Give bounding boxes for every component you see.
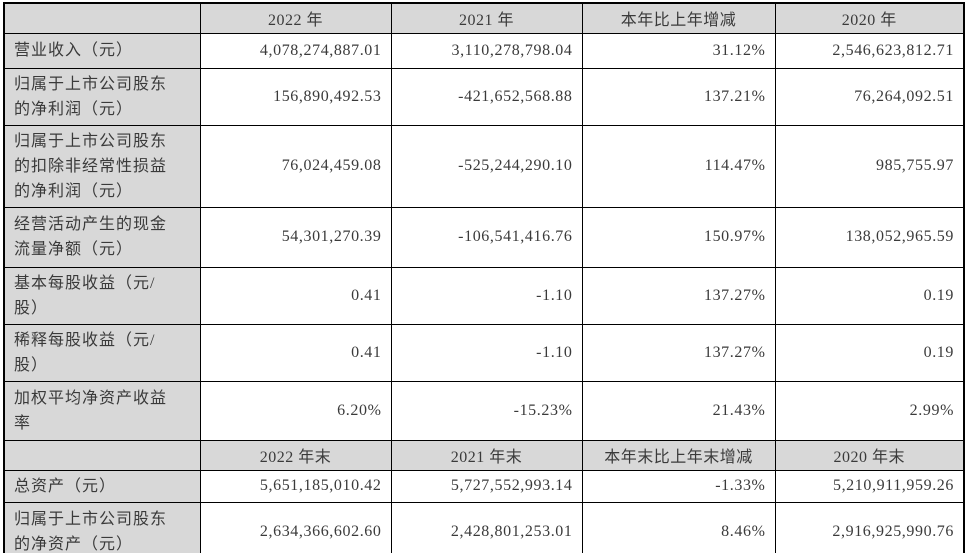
cell-value: 2,634,366,602.60 — [199, 501, 392, 553]
column-header-2021: 2021 年 — [390, 2, 583, 34]
column-header-2022: 2022 年 — [199, 2, 392, 34]
cell-value: 8.46% — [581, 501, 776, 553]
cell-value: 31.12% — [581, 32, 776, 69]
column-header-2020: 2020 年 — [774, 2, 965, 34]
row-net-profit-excl-nonrecurring: 归属于上市公司股东 的扣除非经常性损益 的净利润（元） 76,024,459.0… — [3, 124, 965, 208]
row-net-assets: 归属于上市公司股东 的净资产（元） 2,634,366,602.60 2,428… — [3, 501, 965, 553]
row-label: 加权平均净资产收益 率 — [3, 380, 201, 441]
cell-value: 985,755.97 — [774, 124, 965, 208]
cell-value: 114.47% — [581, 124, 776, 208]
cell-value: -1.33% — [581, 469, 776, 503]
cell-value: 2,916,925,990.76 — [774, 501, 965, 553]
cell-value: 3,110,278,798.04 — [390, 32, 583, 69]
cell-value: 156,890,492.53 — [199, 67, 392, 126]
row-label: 稀释每股收益（元/ 股） — [3, 323, 201, 382]
row-label: 归属于上市公司股东 的扣除非经常性损益 的净利润（元） — [3, 124, 201, 208]
cell-value: 2,428,801,253.01 — [390, 501, 583, 553]
cell-value: 5,727,552,993.14 — [390, 469, 583, 503]
cell-value: 0.41 — [199, 323, 392, 382]
cell-value: 0.19 — [774, 323, 965, 382]
annual-header-row: 2022 年 2021 年 本年比上年增减 2020 年 — [3, 2, 965, 34]
cell-value: 76,264,092.51 — [774, 67, 965, 126]
cell-value: 0.41 — [199, 266, 392, 325]
row-basic-eps: 基本每股收益（元/ 股） 0.41 -1.10 137.27% 0.19 — [3, 266, 965, 325]
cell-value: -15.23% — [390, 380, 583, 441]
cell-value: 138,052,965.59 — [774, 206, 965, 268]
year-end-header-row: 2022 年末 2021 年末 本年末比上年末增减 2020 年末 — [3, 439, 965, 471]
corner-cell — [3, 2, 201, 34]
column-header-2021-year-end: 2021 年末 — [390, 439, 583, 471]
cell-value: -1.10 — [390, 266, 583, 325]
row-revenue: 营业收入（元） 4,078,274,887.01 3,110,278,798.0… — [3, 32, 965, 69]
cell-value: 4,078,274,887.01 — [199, 32, 392, 69]
cell-value: 150.97% — [581, 206, 776, 268]
column-header-year-end-change: 本年末比上年末增减 — [581, 439, 776, 471]
cell-value: 21.43% — [581, 380, 776, 441]
cell-value: 5,210,911,959.26 — [774, 469, 965, 503]
row-net-profit: 归属于上市公司股东 的净利润（元） 156,890,492.53 -421,65… — [3, 67, 965, 126]
column-header-2020-year-end: 2020 年末 — [774, 439, 965, 471]
row-label: 经营活动产生的现金 流量净额（元） — [3, 206, 201, 268]
cell-value: 5,651,185,010.42 — [199, 469, 392, 503]
cell-value: 6.20% — [199, 380, 392, 441]
financial-summary-table: 2022 年 2021 年 本年比上年增减 2020 年 营业收入（元） 4,0… — [3, 2, 965, 553]
row-operating-cash-flow: 经营活动产生的现金 流量净额（元） 54,301,270.39 -106,541… — [3, 206, 965, 268]
cell-value: 2.99% — [774, 380, 965, 441]
column-header-2022-year-end: 2022 年末 — [199, 439, 392, 471]
row-label: 归属于上市公司股东 的净资产（元） — [3, 501, 201, 553]
cell-value: -1.10 — [390, 323, 583, 382]
row-weighted-avg-roe: 加权平均净资产收益 率 6.20% -15.23% 21.43% 2.99% — [3, 380, 965, 441]
row-diluted-eps: 稀释每股收益（元/ 股） 0.41 -1.10 137.27% 0.19 — [3, 323, 965, 382]
row-label: 营业收入（元） — [3, 32, 201, 69]
cell-value: 54,301,270.39 — [199, 206, 392, 268]
column-header-yoy-change: 本年比上年增减 — [581, 2, 776, 34]
row-label: 总资产（元） — [3, 469, 201, 503]
row-label: 基本每股收益（元/ 股） — [3, 266, 201, 325]
cell-value: -525,244,290.10 — [390, 124, 583, 208]
cell-value: 137.27% — [581, 266, 776, 325]
cell-value: 137.27% — [581, 323, 776, 382]
cell-value: 76,024,459.08 — [199, 124, 392, 208]
cell-value: 2,546,623,812.71 — [774, 32, 965, 69]
cell-value: 137.21% — [581, 67, 776, 126]
row-label: 归属于上市公司股东 的净利润（元） — [3, 67, 201, 126]
cell-value: -421,652,568.88 — [390, 67, 583, 126]
corner-cell — [3, 439, 201, 471]
row-total-assets: 总资产（元） 5,651,185,010.42 5,727,552,993.14… — [3, 469, 965, 503]
cell-value: -106,541,416.76 — [390, 206, 583, 268]
cell-value: 0.19 — [774, 266, 965, 325]
